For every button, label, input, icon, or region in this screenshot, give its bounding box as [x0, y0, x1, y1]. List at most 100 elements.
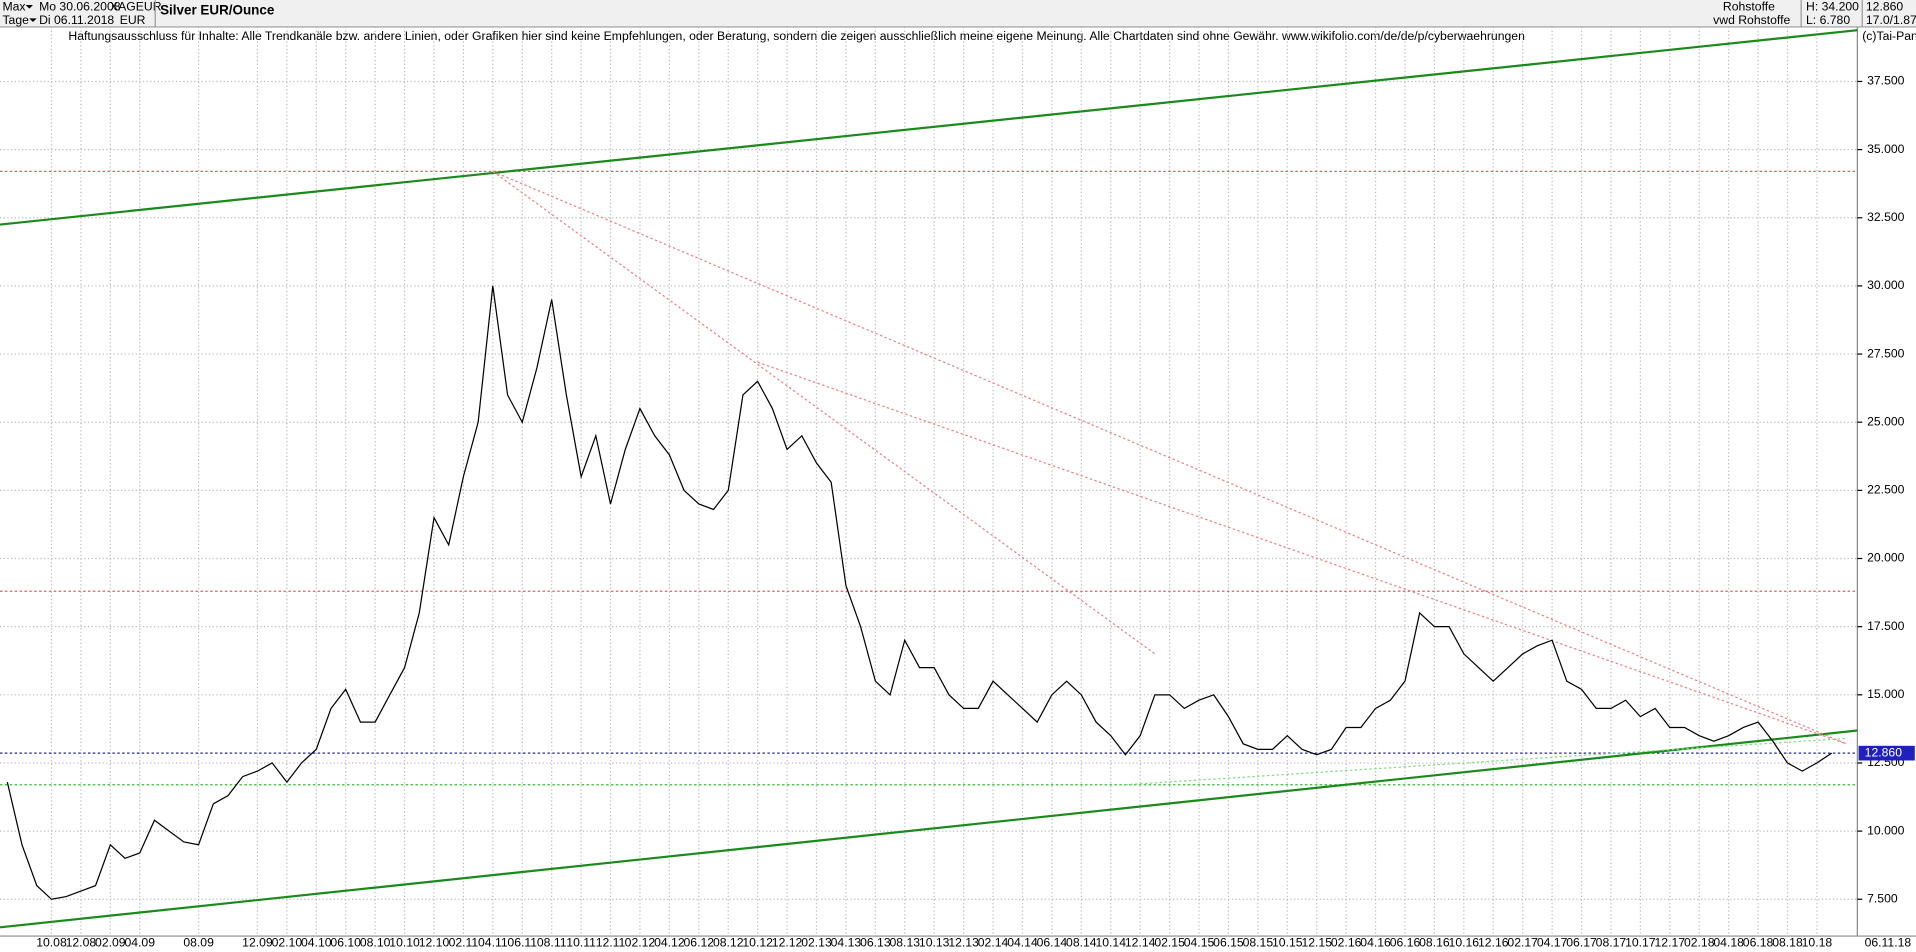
- y-tick-label: 17.500: [1867, 619, 1905, 633]
- x-tick-label: 06.15: [1213, 936, 1244, 950]
- x-tick-label: 02.18: [1684, 936, 1715, 950]
- x-tick-label: 04.17: [1537, 936, 1568, 950]
- x-tick-label: 06.14: [1037, 936, 1068, 950]
- x-tick-label: 08.09: [183, 936, 214, 950]
- last-price-box: [1858, 745, 1915, 761]
- y-tick-label: 10.000: [1867, 823, 1905, 837]
- x-tick-label: 02.13: [801, 936, 832, 950]
- x-tick-label: 06.11: [507, 936, 537, 950]
- start-date: Mo 30.06.2008: [39, 0, 121, 14]
- trendline: [1125, 737, 1847, 786]
- x-tick-label: 04.14: [1007, 936, 1038, 950]
- dropdown-arrows: [25, 4, 37, 23]
- end-date-label: 06.11.18: [1865, 936, 1912, 950]
- x-tick-label: 02.16: [1331, 936, 1362, 950]
- trendline: [0, 29, 1858, 226]
- x-tick-label: 04.15: [1184, 936, 1215, 950]
- high: H: 34.200: [1806, 0, 1859, 14]
- x-tick-label: 08.17: [1596, 936, 1627, 950]
- x-tick-label: 02.15: [1154, 936, 1185, 950]
- last-price: 12.860: [1866, 0, 1904, 14]
- y-tick-label: 35.000: [1867, 142, 1905, 156]
- x-tick-label: 12.16: [1478, 936, 1509, 950]
- x-tick-label: 02.10: [272, 936, 303, 950]
- trendline: [0, 729, 1858, 929]
- trendline: [492, 170, 1156, 655]
- x-tick-label: 10.10: [389, 936, 420, 950]
- x-tick-label: 12.11: [596, 936, 626, 950]
- disclaimer: Haftungsausschluss für Inhalte: Alle Tre…: [68, 29, 1524, 43]
- x-tick-label: 06.16: [1390, 936, 1421, 950]
- x-tick-label: 04.09: [124, 936, 155, 950]
- x-tick-label: 06.12: [684, 936, 715, 950]
- price-line: [6, 285, 1833, 900]
- x-tick-label: 12.08: [66, 936, 97, 950]
- x-tick-label: 10.14: [1095, 936, 1126, 950]
- range-select[interactable]: Max: [2, 0, 25, 14]
- y-tick-label: 25.000: [1867, 414, 1905, 428]
- x-tick-label: 02.17: [1507, 936, 1538, 950]
- currency: EUR: [120, 13, 146, 27]
- x-tick-label: 12.12: [772, 936, 803, 950]
- interval-select[interactable]: Tage: [2, 13, 29, 27]
- x-tick-label: 10.13: [919, 936, 950, 950]
- x-tick-label: 04.18: [1713, 936, 1744, 950]
- x-tick-label: 10.18: [1802, 936, 1833, 950]
- x-tick-label: 10.08: [36, 936, 67, 950]
- low: L: 6.780: [1806, 13, 1850, 27]
- x-tick-label: 08.13: [889, 936, 920, 950]
- x-tick-label: 10.16: [1449, 936, 1480, 950]
- x-tick-label: 04.16: [1360, 936, 1391, 950]
- y-tick-label: 27.500: [1867, 346, 1905, 360]
- x-tick-label: 04.12: [654, 936, 685, 950]
- y-tick-label: 22.500: [1867, 483, 1905, 497]
- trendline: [492, 170, 1847, 745]
- x-tick-label: 02.14: [978, 936, 1009, 950]
- x-tick-label: 12.10: [419, 936, 450, 950]
- x-tick-label: 02.12: [625, 936, 656, 950]
- x-tick-label: 08.14: [1066, 936, 1097, 950]
- x-tick-label: 10.17: [1625, 936, 1656, 950]
- x-tick-label: 06.18: [1743, 936, 1774, 950]
- y-tick-label: 30.000: [1867, 278, 1905, 292]
- source: vwd Rohstoffe: [1713, 13, 1790, 27]
- x-tick-label: 08.11: [537, 936, 567, 950]
- y-tick-label: 32.500: [1867, 210, 1905, 224]
- x-tick-label: 08.10: [360, 936, 391, 950]
- x-tick-label: 02.11: [449, 936, 479, 950]
- x-tick-label: 12.09: [242, 936, 273, 950]
- x-tick-label: 12.14: [1125, 936, 1156, 950]
- copyright: (c)Tai-Pan: [1862, 29, 1916, 43]
- x-tick-label: 08.15: [1243, 936, 1274, 950]
- x-tick-label: 04.13: [831, 936, 862, 950]
- trendline: [757, 361, 1847, 745]
- x-tick-label: 08.18: [1772, 936, 1803, 950]
- x-tick-label: 10.15: [1272, 936, 1303, 950]
- x-tick-label: 08.16: [1419, 936, 1450, 950]
- x-tick-label: 06.13: [860, 936, 891, 950]
- end-date: Di 06.11.2018: [39, 13, 114, 27]
- group: Rohstoffe: [1723, 0, 1775, 14]
- x-tick-label: 10.12: [742, 936, 773, 950]
- y-tick-label: 20.000: [1867, 551, 1905, 565]
- x-tick-label: 06.10: [330, 936, 361, 950]
- chart-title: Silver EUR/Ounce: [160, 3, 275, 18]
- x-tick-label: 04.11: [478, 936, 508, 950]
- y-tick-label: 37.500: [1867, 74, 1905, 88]
- header-bar: [0, 0, 1916, 27]
- x-tick-label: 08.12: [713, 936, 744, 950]
- symbol: XAGEUR: [110, 0, 162, 14]
- x-tick-label: 10.11: [566, 936, 596, 950]
- x-tick-label: 06.17: [1566, 936, 1597, 950]
- y-tick-label: 7.500: [1867, 891, 1898, 905]
- x-tick-label: 02.09: [95, 936, 126, 950]
- y-tick-label: 15.000: [1867, 687, 1905, 701]
- x-tick-label: 04.10: [301, 936, 332, 950]
- x-tick-label: 12.13: [948, 936, 979, 950]
- last-price-label: 12.860: [1865, 745, 1903, 759]
- x-tick-label: 12.17: [1655, 936, 1686, 950]
- x-tick-label: 12.15: [1301, 936, 1332, 950]
- ratio: 17.0/1.870: [1866, 13, 1916, 27]
